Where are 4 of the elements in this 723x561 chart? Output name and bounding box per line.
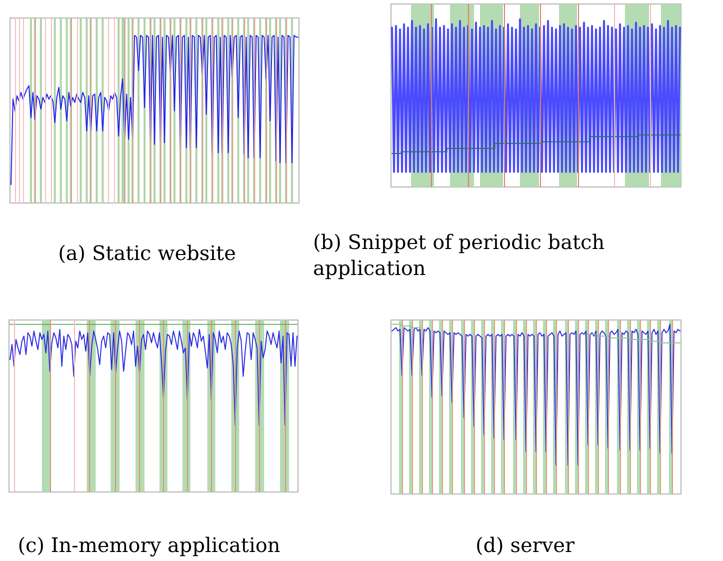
text: (a) Static website: [57, 240, 237, 266]
text: (c) In-memory application: [16, 532, 282, 558]
text: (b) Snippet of periodic batch application: [313, 229, 606, 281]
text: (d) server: [474, 532, 576, 558]
